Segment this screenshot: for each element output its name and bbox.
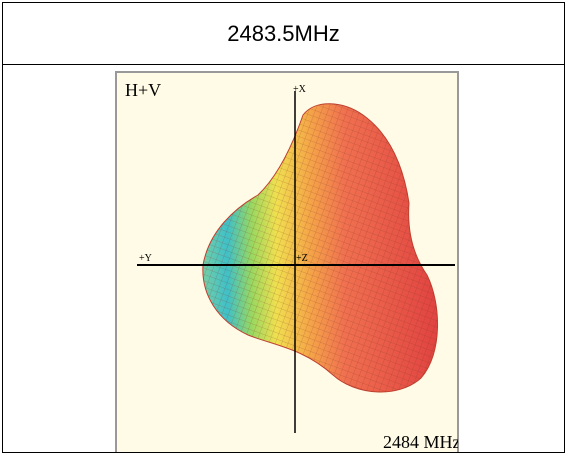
frequency-label: 2484 MHz — [383, 432, 461, 452]
header-cell: 2483.5MHz — [3, 3, 564, 65]
mode-label: H+V — [125, 80, 161, 100]
table: 2483.5MHz — [2, 2, 565, 453]
pattern-image: H+V +X +Y +Z 2484 MHz — [115, 71, 461, 452]
mesh — [202, 103, 438, 392]
x-axis-label: +X — [293, 84, 307, 95]
y-axis-label: +Y — [139, 253, 152, 264]
image-cell: H+V +X +Y +Z 2484 MHz — [3, 65, 564, 452]
z-axis-label: +Z — [296, 253, 308, 264]
